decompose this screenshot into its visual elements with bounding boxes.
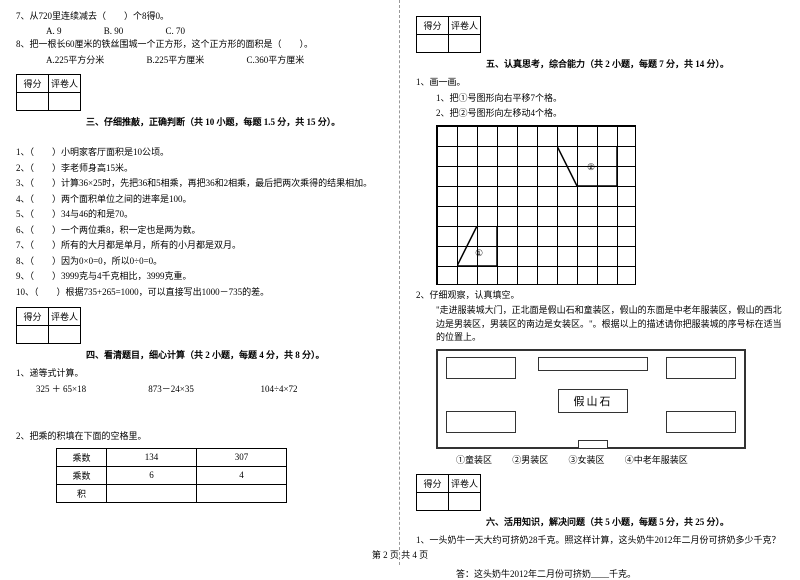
calc-q2: 2、把乘的积填在下面的空格里。 [16, 430, 383, 444]
cell-3-2 [197, 484, 287, 502]
legend-d: ④中老年服装区 [625, 455, 688, 465]
score-block-4: 得分评卷人 [16, 307, 383, 344]
grader-cell [49, 326, 81, 344]
section-6-title: 六、活用知识，解决问题（共 5 小题，每题 5 分，共 25 分）。 [416, 515, 784, 528]
grader-label: 评卷人 [49, 308, 81, 326]
cell-3-1 [107, 484, 197, 502]
grader-label: 评卷人 [449, 17, 481, 35]
section-5-title: 五、认真思考，综合能力（共 2 小题，每题 7 分，共 14 分）。 [416, 57, 784, 70]
cell-2-2: 4 [197, 466, 287, 484]
section-4-title: 四、看清题目，细心计算（共 2 小题，每题 4 分，共 8 分）。 [16, 348, 383, 361]
q5-1b: 2、把②号图形向左移动4个格。 [416, 107, 784, 121]
calc-q1: 1、递等式计算。 [16, 367, 383, 381]
q5-2-text: "走进服装城大门，正北面是假山石和童装区，假山的东面是中老年服装区，假山的西北边… [416, 304, 784, 345]
q7-opt-b: B. 90 [104, 26, 124, 36]
grader-label: 评卷人 [49, 75, 81, 93]
judge-6: 6、（ ）一个两位乘8，积一定也是两为数。 [16, 224, 383, 238]
mall-room-se [666, 411, 736, 433]
mall-legend: ①童装区 ②男装区 ③女装区 ④中老年服装区 [416, 453, 784, 466]
q7-options: A. 9 B. 90 C. 70 [16, 26, 383, 36]
mall-room-sw [446, 411, 516, 433]
q8-options: A.225平方分米 B.225平方厘米 C.360平方厘米 [16, 53, 383, 66]
score-block-6: 得分评卷人 [416, 474, 784, 511]
grader-cell [49, 93, 81, 111]
judge-3: 3、（ ）计算36×25时，先把36和5相乘，再把36和2相乘，最后把两次乘得的… [16, 177, 383, 191]
calc-c: 104÷4×72 [261, 383, 371, 397]
score-label: 得分 [417, 17, 449, 35]
score-table: 得分评卷人 [416, 16, 481, 53]
q8-opt-a: A.225平方分米 [46, 55, 104, 65]
score-cell [417, 35, 449, 53]
grader-cell [449, 35, 481, 53]
grader-cell [449, 492, 481, 510]
score-table: 得分评卷人 [16, 74, 81, 111]
score-cell [17, 93, 49, 111]
question-7: 7、从720里连续减去（ ）个8得0。 [16, 10, 383, 24]
legend-c: ③女装区 [569, 455, 605, 465]
judge-4: 4、（ ）两个面积单位之间的进率是100。 [16, 193, 383, 207]
mall-room-ne [666, 357, 736, 379]
mall-diagram: 假山石 [436, 349, 746, 449]
cell-2-1: 6 [107, 466, 197, 484]
score-label: 得分 [417, 474, 449, 492]
calc-a: 325 ＋ 65×18 [36, 383, 146, 397]
calc-b: 873－24×35 [148, 383, 258, 397]
row-label-3: 积 [57, 484, 107, 502]
judge-5: 5、（ ）34与46的和是70。 [16, 208, 383, 222]
judge-10: 10、（ ）根据735+265=1000，可以直接写出1000－735的差。 [16, 286, 383, 300]
svg-text:②: ② [587, 162, 595, 172]
q6-1-answer: 答：这头奶牛2012年二月份可挤奶____千克。 [416, 567, 784, 580]
row-label-1: 乘数 [57, 448, 107, 466]
mall-rock-label: 假山石 [558, 389, 628, 413]
mall-room-n [538, 357, 648, 371]
section-3-title: 三、仔细推敲，正确判断（共 10 小题，每题 1.5 分，共 15 分）。 [16, 115, 383, 128]
shape-2-icon: ② [557, 146, 617, 186]
score-block-3: 得分评卷人 [16, 74, 383, 111]
question-8: 8、把一根长60厘米的铁丝围城一个正方形，这个正方形的面积是（ ）。 [16, 38, 383, 52]
cell-1-1: 134 [107, 448, 197, 466]
multiply-table: 乘数 134 307 乘数 6 4 积 [56, 448, 287, 503]
svg-text:①: ① [475, 248, 483, 258]
judge-7: 7、（ ）所有的大月都是单月，所有的小月都是双月。 [16, 239, 383, 253]
judge-1: 1、（ ）小明家客厅面积是10公顷。 [16, 146, 383, 160]
mall-door [578, 440, 608, 448]
q8-opt-c: C.360平方厘米 [247, 55, 305, 65]
grader-label: 评卷人 [449, 474, 481, 492]
grid-diagram: ① ② [436, 125, 636, 285]
score-label: 得分 [17, 75, 49, 93]
row-label-2: 乘数 [57, 466, 107, 484]
cell-1-2: 307 [197, 448, 287, 466]
score-cell [17, 326, 49, 344]
judge-2: 2、（ ）李老师身高15米。 [16, 162, 383, 176]
q5-2: 2、仔细观察，认真填空。 [416, 289, 784, 303]
legend-b: ②男装区 [512, 455, 548, 465]
q6-1: 1、一头奶牛一天大约可挤奶28千克。照这样计算，这头奶牛2012年二月份可挤奶多… [416, 534, 784, 548]
q5-1: 1、画一画。 [416, 76, 784, 90]
mall-room-nw [446, 357, 516, 379]
page-footer: 第 2 页 共 4 页 [0, 548, 800, 561]
q8-opt-b: B.225平方厘米 [147, 55, 205, 65]
judge-9: 9、（ ）3999克与4千克相比，3999克重。 [16, 270, 383, 284]
shape-1-icon: ① [457, 226, 497, 266]
judge-8: 8、（ ）因为0×0=0，所以0÷0=0。 [16, 255, 383, 269]
score-block-5: 得分评卷人 [416, 16, 784, 53]
q7-opt-a: A. 9 [46, 26, 62, 36]
calc-items: 325 ＋ 65×18 873－24×35 104÷4×72 [16, 383, 383, 397]
legend-a: ①童装区 [456, 455, 492, 465]
score-cell [417, 492, 449, 510]
q5-1a: 1、把①号图形向右平移7个格。 [416, 92, 784, 106]
score-table: 得分评卷人 [16, 307, 81, 344]
q7-opt-c: C. 70 [166, 26, 186, 36]
score-label: 得分 [17, 308, 49, 326]
score-table: 得分评卷人 [416, 474, 481, 511]
